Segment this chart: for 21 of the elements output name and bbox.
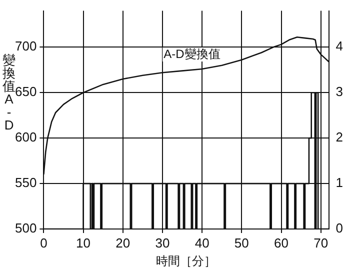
x-tick-label: 60 [274, 235, 288, 250]
y-tick-label: 550 [14, 175, 37, 190]
x-tick-label: 50 [234, 235, 249, 250]
y-axis-title: 變換值A-D [2, 52, 16, 132]
x-tick-label: 0 [40, 235, 48, 250]
x-tick-label: 20 [116, 235, 130, 250]
y2-tick-label: 0 [336, 220, 344, 236]
y2-tick-label: 3 [336, 84, 344, 100]
annotation: A-D變換值 [164, 46, 220, 61]
y2-tick-label: 2 [336, 130, 344, 145]
y2-tick-label: 1 [336, 175, 344, 190]
y-tick-label: 650 [14, 84, 37, 100]
x-tick-label: 30 [155, 235, 170, 250]
x-tick-label: 10 [76, 235, 91, 250]
y2-tick-label: 4 [336, 38, 344, 54]
x-tick-label: 70 [314, 235, 328, 250]
y-tick-label: 600 [14, 130, 37, 145]
x-tick-label: 40 [194, 235, 210, 250]
y-tick-label: 700 [14, 38, 37, 54]
x-axis-title: 時間［分］ [156, 254, 216, 268]
y-tick-label: 500 [14, 220, 37, 236]
